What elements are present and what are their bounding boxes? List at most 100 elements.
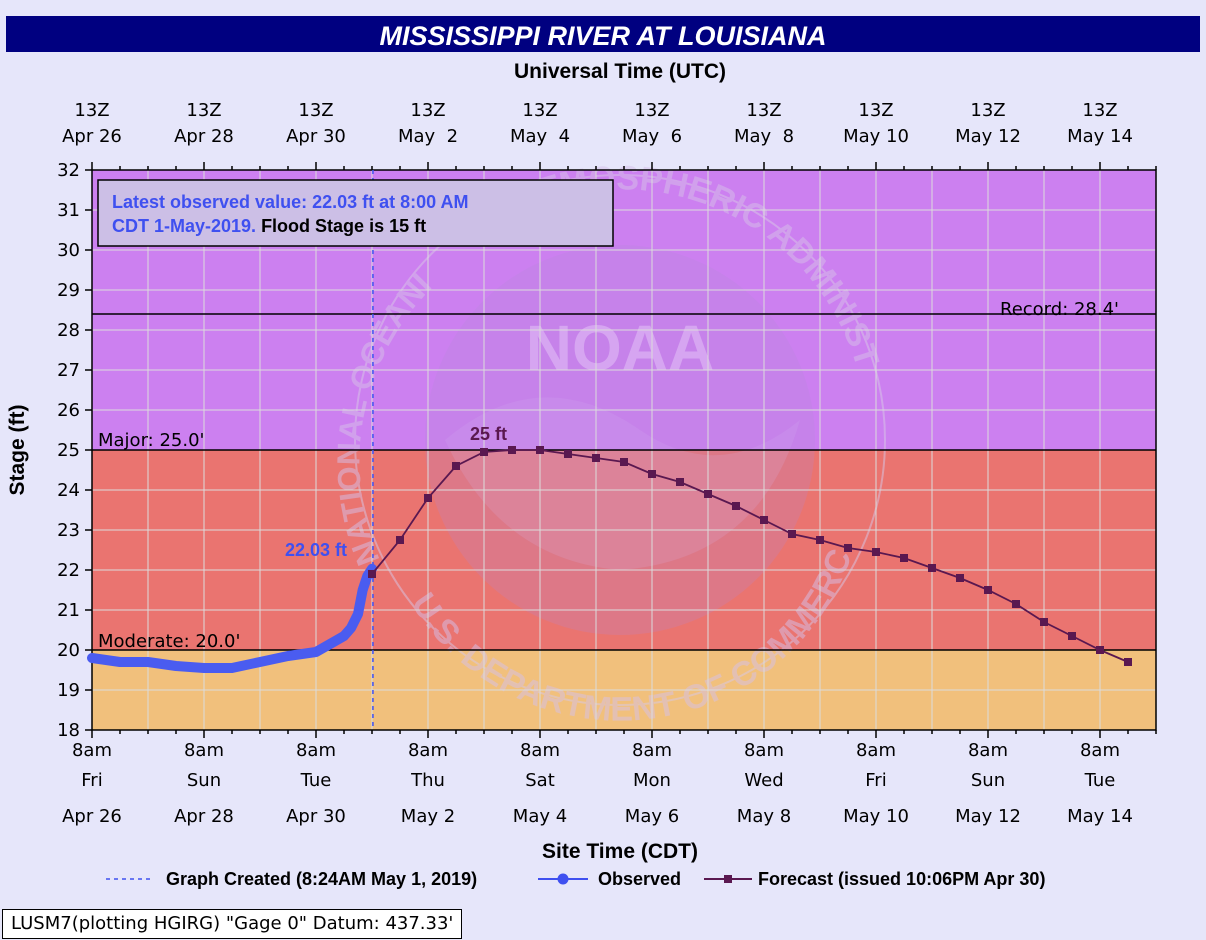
y-tick-label: 22 [57,560,80,581]
y-tick-label: 20 [57,640,80,661]
bottom-axis-title: Site Time (CDT) [542,840,698,863]
title-bar [6,16,1200,52]
observed-point [87,653,97,663]
bottom-tick-label-time: 8am [856,740,896,761]
info-line-2: CDT 1-May-2019. [112,216,256,236]
forecast-point [1068,632,1076,640]
forecast-point [1040,618,1048,626]
bottom-tick-label-time: 8am [184,740,224,761]
top-tick-label-date: May 8 [734,126,794,147]
axes: 18 19 20 21 22 23 24 25 26 27 28 29 30 31 32 13Z Apr 26 1… [57,100,1157,827]
y-tick-label: 24 [57,480,80,501]
top-tick-label-time: 13Z [522,100,557,121]
observed-point [199,663,209,673]
forecast-point [1012,600,1020,608]
svg-text:CDT 1-May-2019. Flood Stage is: CDT 1-May-2019. Flood Stage is 15 ft [112,216,426,236]
forecast-point [956,574,964,582]
forecast-point [508,446,516,454]
legend-observed-label: Observed [598,869,681,889]
bottom-tick-label-day: Wed [744,770,783,791]
y-tick-label: 25 [57,440,80,461]
watermark-emblem: NOAA [526,312,714,384]
top-tick-label-date: Apr 30 [286,126,346,147]
top-tick-label-time: 13Z [970,100,1005,121]
forecast-point [536,446,544,454]
top-tick-label-date: Apr 28 [174,126,234,147]
forecast-point [900,554,908,562]
y-tick-label: 32 [57,160,80,181]
bottom-tick-label-day: Fri [865,770,886,791]
top-tick-label-date: May 6 [622,126,682,147]
bottom-tick-label-date: May 12 [955,806,1021,827]
forecast-point [620,458,628,466]
threshold-lines [92,313,1156,651]
bottom-tick-label-date: May 6 [625,806,679,827]
bottom-tick-label-time: 8am [968,740,1008,761]
forecast-point [592,454,600,462]
forecast-point [928,564,936,572]
top-tick-label-time: 13Z [410,100,445,121]
moderate-label: Moderate: 20.0' [98,631,240,652]
observed-point [346,623,356,633]
forecast-point [844,544,852,552]
y-tick-label: 28 [57,320,80,341]
top-tick-label-date: Apr 26 [62,126,122,147]
info-box: Latest observed value: 22.03 ft at 8:00 … [97,179,614,247]
forecast-point [424,494,432,502]
legend-observed-marker [557,873,569,885]
major-label: Major: 25.0' [98,430,204,451]
bottom-tick-label-date: Apr 26 [62,806,122,827]
bottom-tick-label-time: 8am [1080,740,1120,761]
top-tick-label-time: 13Z [186,100,221,121]
bottom-tick-label-day: Sun [971,770,1005,791]
bottom-tick-label-day: Fri [81,770,102,791]
bottom-tick-label-date: Apr 30 [286,806,346,827]
bottom-tick-label-time: 8am [744,740,784,761]
top-tick-label-date: May 14 [1067,126,1133,147]
info-line-1: Latest observed value: 22.03 ft at 8:00 … [112,192,468,212]
datum-footer: LUSM7(plotting HGIRG) "Gage 0" Datum: 43… [2,909,463,939]
bottom-tick-label-time: 8am [296,740,336,761]
legend-forecast-label: Forecast (issued 10:06PM Apr 30) [758,869,1045,889]
forecast-point [984,586,992,594]
forecast-point [760,516,768,524]
y-tick-label: 27 [57,360,80,381]
bottom-tick-label-date: May 14 [1067,806,1133,827]
observed-point [283,651,293,661]
observed-point [358,585,368,595]
top-tick-label-time: 13Z [634,100,669,121]
bottom-tick-label-date: May 2 [401,806,455,827]
observed-point [255,657,265,667]
bottom-tick-label-time: 8am [408,740,448,761]
bottom-tick-label-time: 8am [72,740,112,761]
y-tick-label: 19 [57,680,80,701]
y-tick-label: 21 [57,600,80,621]
observed-point [311,647,321,657]
observed-line [87,563,377,673]
forecast-point [1096,646,1104,654]
y-tick-label: 30 [57,240,80,261]
forecast-point [648,470,656,478]
observed-point [171,661,181,671]
bottom-tick-label-time: 8am [632,740,672,761]
legend-forecast-marker [724,875,732,883]
y-tick-label: 23 [57,520,80,541]
forecast-point [872,548,880,556]
observed-point [325,639,335,649]
y-tick-label: 26 [57,400,80,421]
top-tick-label-date: May 2 [398,126,458,147]
data-series [87,170,1132,730]
forecast-point [368,570,376,578]
forecast-point [564,450,572,458]
forecast-point [452,462,460,470]
observed-point [353,609,363,619]
bottom-tick-label-time: 8am [520,740,560,761]
forecast-point [788,530,796,538]
forecast-point [480,448,488,456]
top-tick-label-time: 13Z [746,100,781,121]
flood-stage-text: Flood Stage is 15 ft [256,216,426,236]
observed-point [339,631,349,641]
bottom-tick-label-date: Apr 28 [174,806,234,827]
legend: Graph Created (8:24AM May 1, 2019) Obser… [106,869,1045,889]
